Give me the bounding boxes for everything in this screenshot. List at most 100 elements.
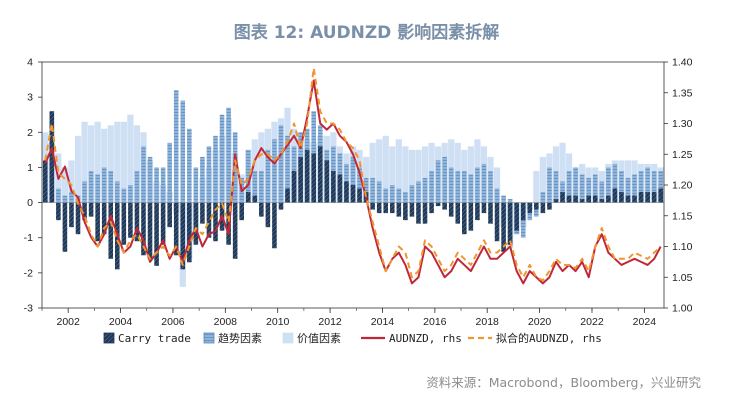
bar-carry (147, 202, 153, 259)
bar-carry (88, 202, 94, 217)
bar-carry (272, 202, 277, 249)
bar-trend (573, 167, 578, 203)
x-tick-label: 2016 (423, 316, 447, 328)
y-left-tick-label: 3 (27, 92, 33, 104)
bar-trend (272, 139, 277, 203)
bar-carry (101, 202, 107, 235)
bar-value (61, 167, 69, 203)
bar-carry (540, 202, 546, 214)
bar-trend (259, 170, 264, 203)
axes: -3 -2 -1 0 1 2 3 4 1.00 1.05 1.10 1.15 1.20 1.25 1.30 1… (24, 57, 693, 329)
bar-carry (370, 202, 375, 210)
bar-carry (422, 202, 428, 224)
bar-carry (108, 202, 114, 259)
bar-carry (357, 188, 362, 203)
bar-trend (115, 181, 120, 203)
bar-carry (121, 202, 127, 245)
bar-value (421, 146, 429, 203)
bar-value (114, 121, 121, 203)
legend-carry-swatch (103, 332, 115, 344)
bar-trend (592, 174, 598, 203)
bar-trend (363, 177, 369, 203)
bar-carry (481, 202, 487, 214)
bar-trend (219, 114, 225, 203)
bar-carry (75, 202, 81, 235)
bar-carry (560, 192, 565, 203)
bar-carry (416, 202, 421, 224)
bar-carry (285, 188, 290, 203)
bar-value (94, 121, 101, 203)
bar-trend (403, 192, 408, 203)
bar-carry (606, 195, 611, 203)
y-right-tick-label: 1.10 (672, 241, 693, 253)
bar-value (559, 142, 566, 203)
bar-trend (193, 167, 199, 203)
bar-trend (160, 167, 166, 203)
bar-trend (494, 188, 500, 203)
bar-trend (547, 167, 552, 203)
bar-carry (651, 192, 657, 203)
x-tick-label: 2002 (57, 316, 81, 328)
bar-trend (619, 170, 624, 203)
y-left-tick-label: 2 (27, 127, 33, 139)
bar-trend (376, 181, 382, 203)
bar-carry (187, 202, 192, 263)
bar-carry (632, 195, 637, 203)
bar-carry (160, 202, 166, 245)
bar-trend (180, 100, 186, 203)
bar-trend (154, 167, 159, 203)
plot-area (42, 62, 664, 308)
bar-carry (442, 202, 447, 210)
bar-trend (265, 149, 271, 203)
bar-carry (49, 111, 55, 203)
bar-trend (206, 146, 212, 203)
bar-carry (501, 202, 506, 252)
bar-trend (200, 156, 205, 203)
bar-carry (252, 195, 258, 203)
bar-trend (422, 177, 428, 203)
bar-carry (520, 202, 526, 221)
bar-trend (638, 170, 644, 203)
bar-carry (278, 202, 284, 210)
bar-carry (527, 202, 533, 214)
bar-value (120, 121, 127, 203)
bar-carry (645, 192, 650, 203)
bar-carry (298, 156, 303, 203)
x-tick-label: 2014 (371, 316, 395, 328)
bar-carry (304, 149, 310, 203)
chart-title: 图表 12: AUDNZD 影响因素拆解 (233, 23, 500, 43)
bar-trend (278, 125, 284, 203)
bar-value (533, 170, 540, 203)
y-left-tick-label: 4 (27, 57, 33, 69)
bar-trend (455, 170, 461, 203)
bar-carry (435, 202, 441, 207)
bar-carry (291, 170, 297, 203)
y-right-tick-label: 1.00 (672, 303, 693, 315)
bar-carry (429, 202, 434, 214)
bar-trend (357, 167, 362, 203)
bar-trend (468, 174, 474, 203)
bar-trend (350, 156, 356, 203)
bar-carry (514, 202, 519, 231)
bar-carry (69, 202, 74, 228)
x-tick-label: 2020 (528, 316, 552, 328)
bar-carry (625, 195, 631, 203)
bar-carry (507, 202, 513, 245)
y-left-tick-label: -1 (24, 232, 33, 244)
bar-carry (239, 202, 244, 221)
bar-carry (455, 202, 461, 224)
bar-carry (553, 199, 559, 203)
bar-carry (173, 202, 179, 256)
bar-trend (435, 160, 441, 203)
x-tick-label: 2008 (214, 316, 238, 328)
bar-trend (370, 177, 375, 203)
legend-trend-label: 趋势因素 (218, 332, 262, 345)
bar-carry (409, 202, 415, 217)
x-tick-label: 2010 (266, 316, 290, 328)
bar-carry (468, 202, 474, 231)
bar-carry (331, 170, 336, 203)
bar-trend (88, 170, 94, 203)
bar-value (107, 125, 114, 203)
bar-trend (285, 135, 290, 203)
